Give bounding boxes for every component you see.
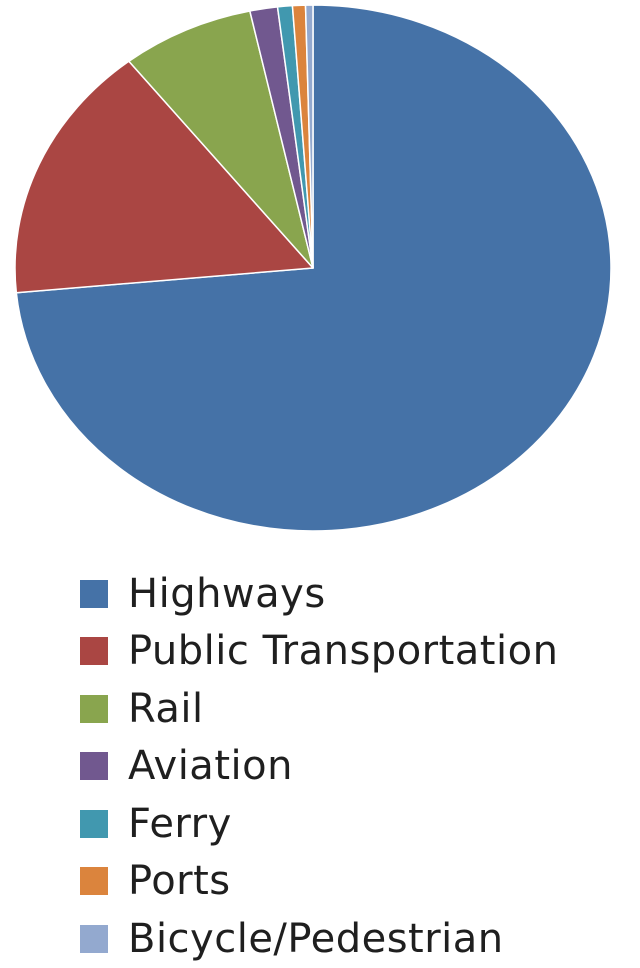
pie-slice-bicycle-pedestrian	[304, 4, 314, 269]
legend-label: Rail	[128, 685, 204, 732]
pie-slice-public-transportation	[14, 60, 314, 294]
legend-label: Aviation	[128, 743, 293, 790]
legend-item-ferry: Ferry	[80, 795, 640, 853]
legend-item-bicycle-pedestrian: Bicycle/Pedestrian	[80, 910, 640, 968]
pie-slice-rail	[128, 10, 314, 269]
legend-swatch	[80, 752, 108, 781]
legend-item-rail: Rail	[80, 680, 640, 738]
pie-plot-area	[14, 4, 612, 532]
legend-label: Ferry	[128, 800, 232, 847]
legend-swatch	[80, 694, 108, 723]
legend-swatch	[80, 867, 108, 896]
legend-item-ports: Ports	[80, 853, 640, 911]
legend-swatch	[80, 924, 108, 953]
legend-label: Ports	[128, 858, 231, 905]
legend-label: Bicycle/Pedestrian	[128, 915, 504, 962]
legend-swatch	[80, 637, 108, 666]
legend-label: Public Transportation	[128, 628, 559, 675]
legend-label: Highways	[128, 570, 326, 617]
legend-item-public-transportation: Public Transportation	[80, 623, 640, 681]
legend: Highways Public Transportation Rail Aviatio…	[80, 565, 640, 968]
legend-swatch	[80, 809, 108, 838]
legend-item-highways: Highways	[80, 565, 640, 623]
legend-item-aviation: Aviation	[80, 738, 640, 796]
legend-swatch	[80, 579, 108, 608]
